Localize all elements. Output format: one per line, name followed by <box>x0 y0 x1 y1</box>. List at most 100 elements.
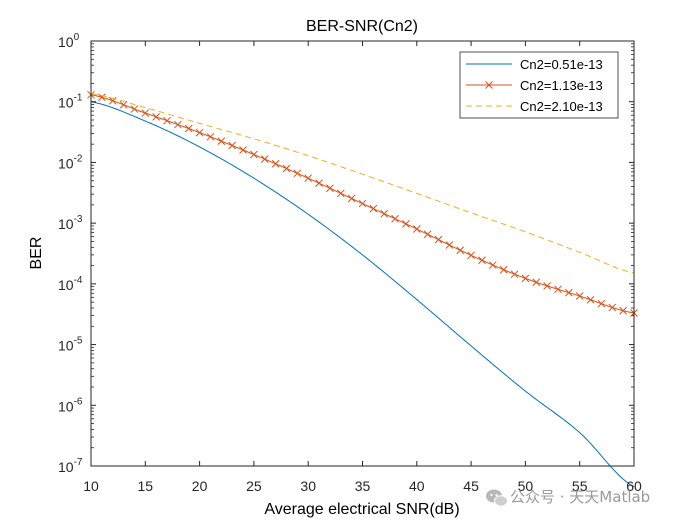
series-marker <box>586 295 595 304</box>
series-marker <box>250 150 258 159</box>
series-marker <box>488 261 497 269</box>
watermark: 公众号 · 天天Matlab <box>486 488 650 507</box>
y-tick-base: 10 <box>58 216 74 232</box>
legend-marker <box>485 81 493 89</box>
y-tick-label: 10-4 <box>58 275 83 293</box>
y-tick-base: 10 <box>58 95 74 111</box>
series-marker <box>304 174 313 183</box>
series-marker <box>423 230 432 239</box>
x-tick-label: 25 <box>246 478 262 494</box>
y-tick-exponent: -2 <box>74 153 83 164</box>
legend-entry: Cn2=0.51e-13 <box>466 57 603 72</box>
y-tick-exponent: -4 <box>74 275 83 286</box>
series-marker <box>152 113 161 121</box>
legend-entry: Cn2=2.10e-13 <box>466 99 603 114</box>
watermark-text: 公众号 · 天天Matlab <box>510 488 650 506</box>
x-tick-label: 10 <box>83 478 99 494</box>
x-tick-label: 35 <box>355 478 371 494</box>
series-marker <box>217 137 226 145</box>
series-marker <box>521 274 530 283</box>
series-line-1 <box>90 101 635 488</box>
series-line-3 <box>90 93 635 274</box>
series-marker <box>564 288 573 297</box>
series-marker <box>543 282 551 290</box>
series-marker <box>293 169 302 178</box>
legend-entries: Cn2=0.51e-13 Cn2=1.13e-13 Cn2=2.10e-13 <box>466 57 603 114</box>
y-tick-exponent: -6 <box>74 396 83 407</box>
series-marker <box>228 141 237 150</box>
legend-label: Cn2=2.10e-13 <box>520 99 603 114</box>
y-tick-exponent: -7 <box>74 457 83 468</box>
series-marker <box>315 179 323 188</box>
x-tick-label: 60 <box>626 478 642 494</box>
series-marker <box>499 265 508 274</box>
y-tick-label: 10-7 <box>58 457 83 475</box>
series-marker <box>608 303 617 312</box>
y-tick-base: 10 <box>58 277 74 293</box>
series-marker <box>445 241 454 249</box>
series-marker <box>619 306 627 315</box>
x-tick-label: 30 <box>300 478 316 494</box>
series-marker <box>336 189 345 198</box>
series-marker <box>575 292 584 300</box>
y-tick-base: 10 <box>58 398 74 414</box>
series-marker <box>467 251 475 260</box>
y-tick-label: 10-1 <box>58 93 83 111</box>
y-tick-exponent: -1 <box>74 93 83 104</box>
series-marker <box>597 299 606 308</box>
chart-title: BER-SNR(Cn2) <box>306 18 418 35</box>
y-tick-base: 10 <box>58 338 74 354</box>
series-marker <box>174 120 182 129</box>
y-tick-label: 100 <box>58 32 80 50</box>
series-marker <box>434 235 443 244</box>
series-marker <box>206 132 215 141</box>
series-marker <box>532 278 541 287</box>
series-marker <box>478 256 486 265</box>
x-axis-label: Average electrical SNR(dB) <box>264 501 459 518</box>
y-tick-label: 10-6 <box>58 396 83 414</box>
series-marker <box>130 105 139 113</box>
x-tick-label: 50 <box>518 478 534 494</box>
y-tick-exponent: -3 <box>74 214 83 225</box>
y-tick-base: 10 <box>58 155 74 171</box>
series-marker <box>195 128 204 137</box>
series-marker <box>260 155 269 163</box>
series-marker <box>282 164 291 173</box>
y-tick-label: 10-3 <box>58 214 83 232</box>
x-tick-label: 45 <box>463 478 479 494</box>
y-tick-exponent: 0 <box>74 32 80 43</box>
y-axis-label: BER <box>28 237 45 270</box>
series-marker <box>239 146 247 154</box>
series-marker <box>402 220 410 228</box>
series-marker <box>98 93 106 102</box>
series-marker <box>163 116 171 125</box>
y-tick-base: 10 <box>58 34 74 50</box>
x-tick-label: 55 <box>572 478 588 494</box>
series-marker <box>141 109 150 117</box>
series-marker <box>369 204 378 213</box>
series-marker <box>326 184 334 193</box>
series-marker <box>358 199 367 208</box>
series-marker <box>380 209 389 218</box>
legend-entry: Cn2=1.13e-13 <box>466 78 603 93</box>
y-tick-exponent: -5 <box>74 336 83 347</box>
series-marker <box>412 225 421 233</box>
series-marker <box>510 270 519 279</box>
series-marker <box>184 124 193 133</box>
wechat-icon <box>486 489 508 507</box>
y-tick-base: 10 <box>58 459 74 475</box>
x-tick-labels: 10 15 20 25 30 35 40 45 50 55 60 <box>83 478 642 494</box>
legend-label: Cn2=0.51e-13 <box>520 57 603 72</box>
x-tick-label: 40 <box>409 478 425 494</box>
y-tick-label: 10-2 <box>58 153 83 171</box>
x-tick-label: 20 <box>192 478 208 494</box>
legend-label: Cn2=1.13e-13 <box>520 78 603 93</box>
major-ticks <box>90 40 635 467</box>
series-marker <box>347 194 356 203</box>
series-marker <box>456 246 465 255</box>
series-marker <box>554 285 562 294</box>
y-tick-label: 10-5 <box>58 336 83 354</box>
series-marker <box>391 214 399 223</box>
